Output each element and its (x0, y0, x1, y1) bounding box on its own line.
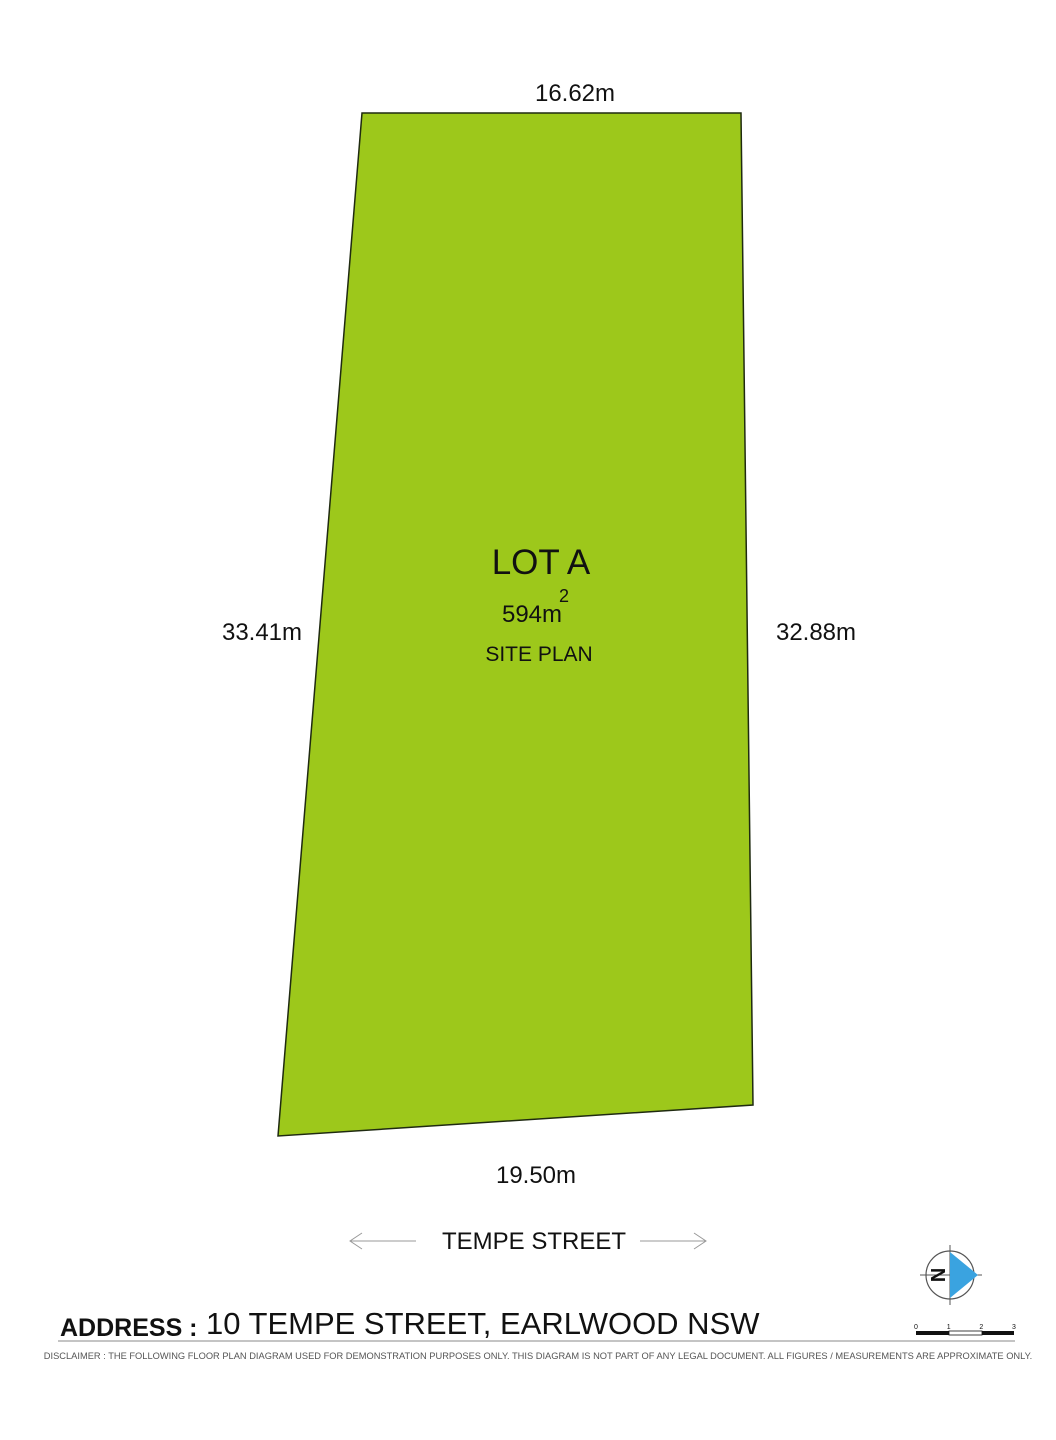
lot-caption: SITE PLAN (485, 643, 592, 666)
scale-label: 0 (914, 1324, 918, 1331)
scale-label: 3 (1012, 1324, 1016, 1331)
lot-area-superscript: 2 (559, 586, 569, 606)
scale-label: 1 (947, 1324, 951, 1331)
disclaimer: DISCLAIMER : THE FOLLOWING FLOOR PLAN DI… (44, 1351, 1032, 1361)
lot-boundary (277, 112, 754, 1137)
scale-labels: 0 1 2 3 (914, 1324, 1016, 1331)
lot-area: 594m (502, 601, 562, 628)
compass-letter: N (926, 1268, 948, 1282)
dimension-right: 32.88m (776, 619, 856, 646)
dimension-bottom: 19.50m (496, 1162, 576, 1189)
scale-label: 2 (979, 1324, 983, 1331)
dimension-left: 33.41m (222, 619, 302, 646)
address: 10 TEMPE STREET, EARLWOOD NSW (206, 1306, 760, 1341)
scale-bar (916, 1330, 1014, 1336)
address-label: ADDRESS : (60, 1314, 198, 1342)
compass: N (920, 1245, 982, 1305)
dimension-top: 16.62m (535, 80, 615, 107)
lot-label: LOT A (492, 543, 591, 582)
street-name: TEMPE STREET (442, 1228, 626, 1255)
street-arrows (349, 1232, 707, 1250)
